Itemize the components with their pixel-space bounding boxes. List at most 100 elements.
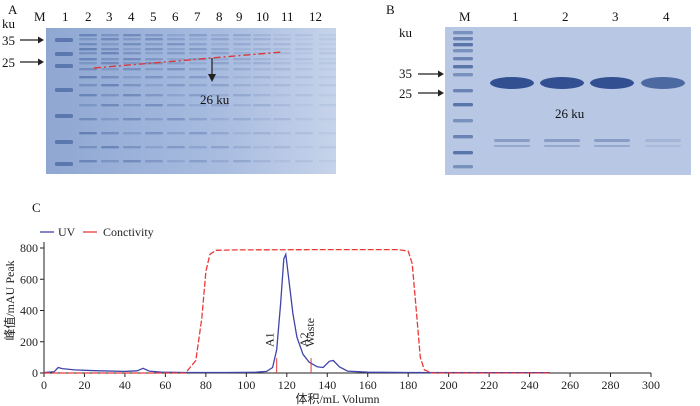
gel-band <box>101 34 119 37</box>
gel-band <box>167 84 185 87</box>
x-tick-label: 80 <box>200 378 212 392</box>
gel-band <box>319 104 336 107</box>
y-tick-label: 0 <box>32 366 38 380</box>
uv-series-line <box>43 251 550 374</box>
gel-b-marker-band <box>453 57 473 61</box>
gel-band <box>211 52 229 55</box>
lane-a-label: 4 <box>128 9 135 24</box>
gel-band <box>145 104 163 107</box>
lane-a-label: M <box>34 9 46 24</box>
legend-conductivity-label: Conctivity <box>103 225 154 239</box>
gel-band <box>167 118 185 121</box>
gel-band <box>123 94 141 97</box>
gel-band <box>273 43 291 46</box>
gel-band <box>123 52 141 55</box>
gel-band <box>319 84 336 87</box>
lane-a-label: 9 <box>236 9 243 24</box>
gel-band <box>295 48 313 51</box>
gel-band <box>101 146 119 149</box>
gel-band <box>101 84 119 87</box>
gel-band <box>233 62 251 65</box>
gel-band <box>123 76 141 79</box>
gel-band <box>189 118 207 121</box>
gel-band <box>79 76 97 79</box>
legend-uv-label: UV <box>58 225 76 239</box>
gel-band <box>123 58 141 61</box>
lane-b-label: 1 <box>512 9 519 24</box>
gel-band <box>123 104 141 107</box>
gel-band <box>233 76 251 79</box>
gel-band <box>145 76 163 79</box>
gel-band <box>295 160 313 163</box>
gel-band <box>211 62 229 65</box>
gel-band <box>319 68 336 71</box>
gel-band <box>295 43 313 46</box>
y-tick-label: 600 <box>20 272 38 286</box>
gel-b-marker-band <box>453 151 473 155</box>
x-tick-label: 120 <box>278 378 296 392</box>
gel-band <box>145 68 163 71</box>
gel-band <box>233 68 251 71</box>
gel-band <box>101 132 119 135</box>
gel-band <box>55 114 73 118</box>
gel-band <box>273 76 291 79</box>
gel-b-image <box>445 27 691 175</box>
gel-band <box>79 68 97 71</box>
gel-band <box>189 62 207 65</box>
gel-band <box>189 68 207 71</box>
gel-b-marker-band <box>453 119 473 123</box>
x-tick-label: 0 <box>41 378 47 392</box>
gel-band <box>79 52 97 55</box>
panel-b-unit: ku <box>399 25 412 40</box>
gel-band <box>145 52 163 55</box>
gel-band <box>189 48 207 51</box>
lane-b-label: M <box>459 9 471 24</box>
x-tick-label: 140 <box>318 378 336 392</box>
gel-band <box>273 94 291 97</box>
gel-band <box>101 68 119 71</box>
gel-band <box>79 118 97 121</box>
gel-band <box>319 34 336 37</box>
x-tick-label: 220 <box>480 378 498 392</box>
gel-band <box>211 76 229 79</box>
arrow-26ku-icon <box>208 74 216 82</box>
gel-band <box>295 132 313 135</box>
gel-band <box>79 34 97 37</box>
gel-band <box>319 52 336 55</box>
gel-b-minor-band <box>494 139 530 142</box>
gel-band <box>273 62 291 65</box>
gel-band <box>167 43 185 46</box>
x-tick-label: 300 <box>642 378 660 392</box>
gel-band <box>253 94 271 97</box>
gel-band <box>319 58 336 61</box>
chromatogram-chart: 0 20 40 60 80 100 120 140 160 180 200 220 240 260 280 3… <box>2 225 660 406</box>
gel-band <box>167 68 185 71</box>
gel-b-minor-band <box>594 139 630 142</box>
gel-band <box>55 88 73 92</box>
gel-band <box>233 104 251 107</box>
gel-band <box>233 43 251 46</box>
lane-b-label: 2 <box>562 9 569 24</box>
gel-b-background <box>445 27 691 175</box>
gel-band <box>123 68 141 71</box>
gel-b-marker-band <box>453 31 473 35</box>
gel-band <box>189 38 207 41</box>
panel-b-marker-arrows <box>418 70 444 97</box>
x-tick-label: 60 <box>159 378 171 392</box>
gel-a-image <box>46 28 336 174</box>
gel-band <box>295 38 313 41</box>
gel-band <box>233 146 251 149</box>
gel-band <box>167 146 185 149</box>
panel-c-label: C <box>32 200 41 215</box>
gel-b-target-band <box>590 77 634 89</box>
gel-band <box>123 38 141 41</box>
arrow-25-icon <box>38 58 44 66</box>
gel-band <box>101 94 119 97</box>
conductivity-series-line <box>44 248 550 374</box>
x-tick-label: 40 <box>119 378 131 392</box>
gel-band <box>167 160 185 163</box>
gel-band <box>233 48 251 51</box>
gel-band <box>145 146 163 149</box>
gel-band <box>253 62 271 65</box>
